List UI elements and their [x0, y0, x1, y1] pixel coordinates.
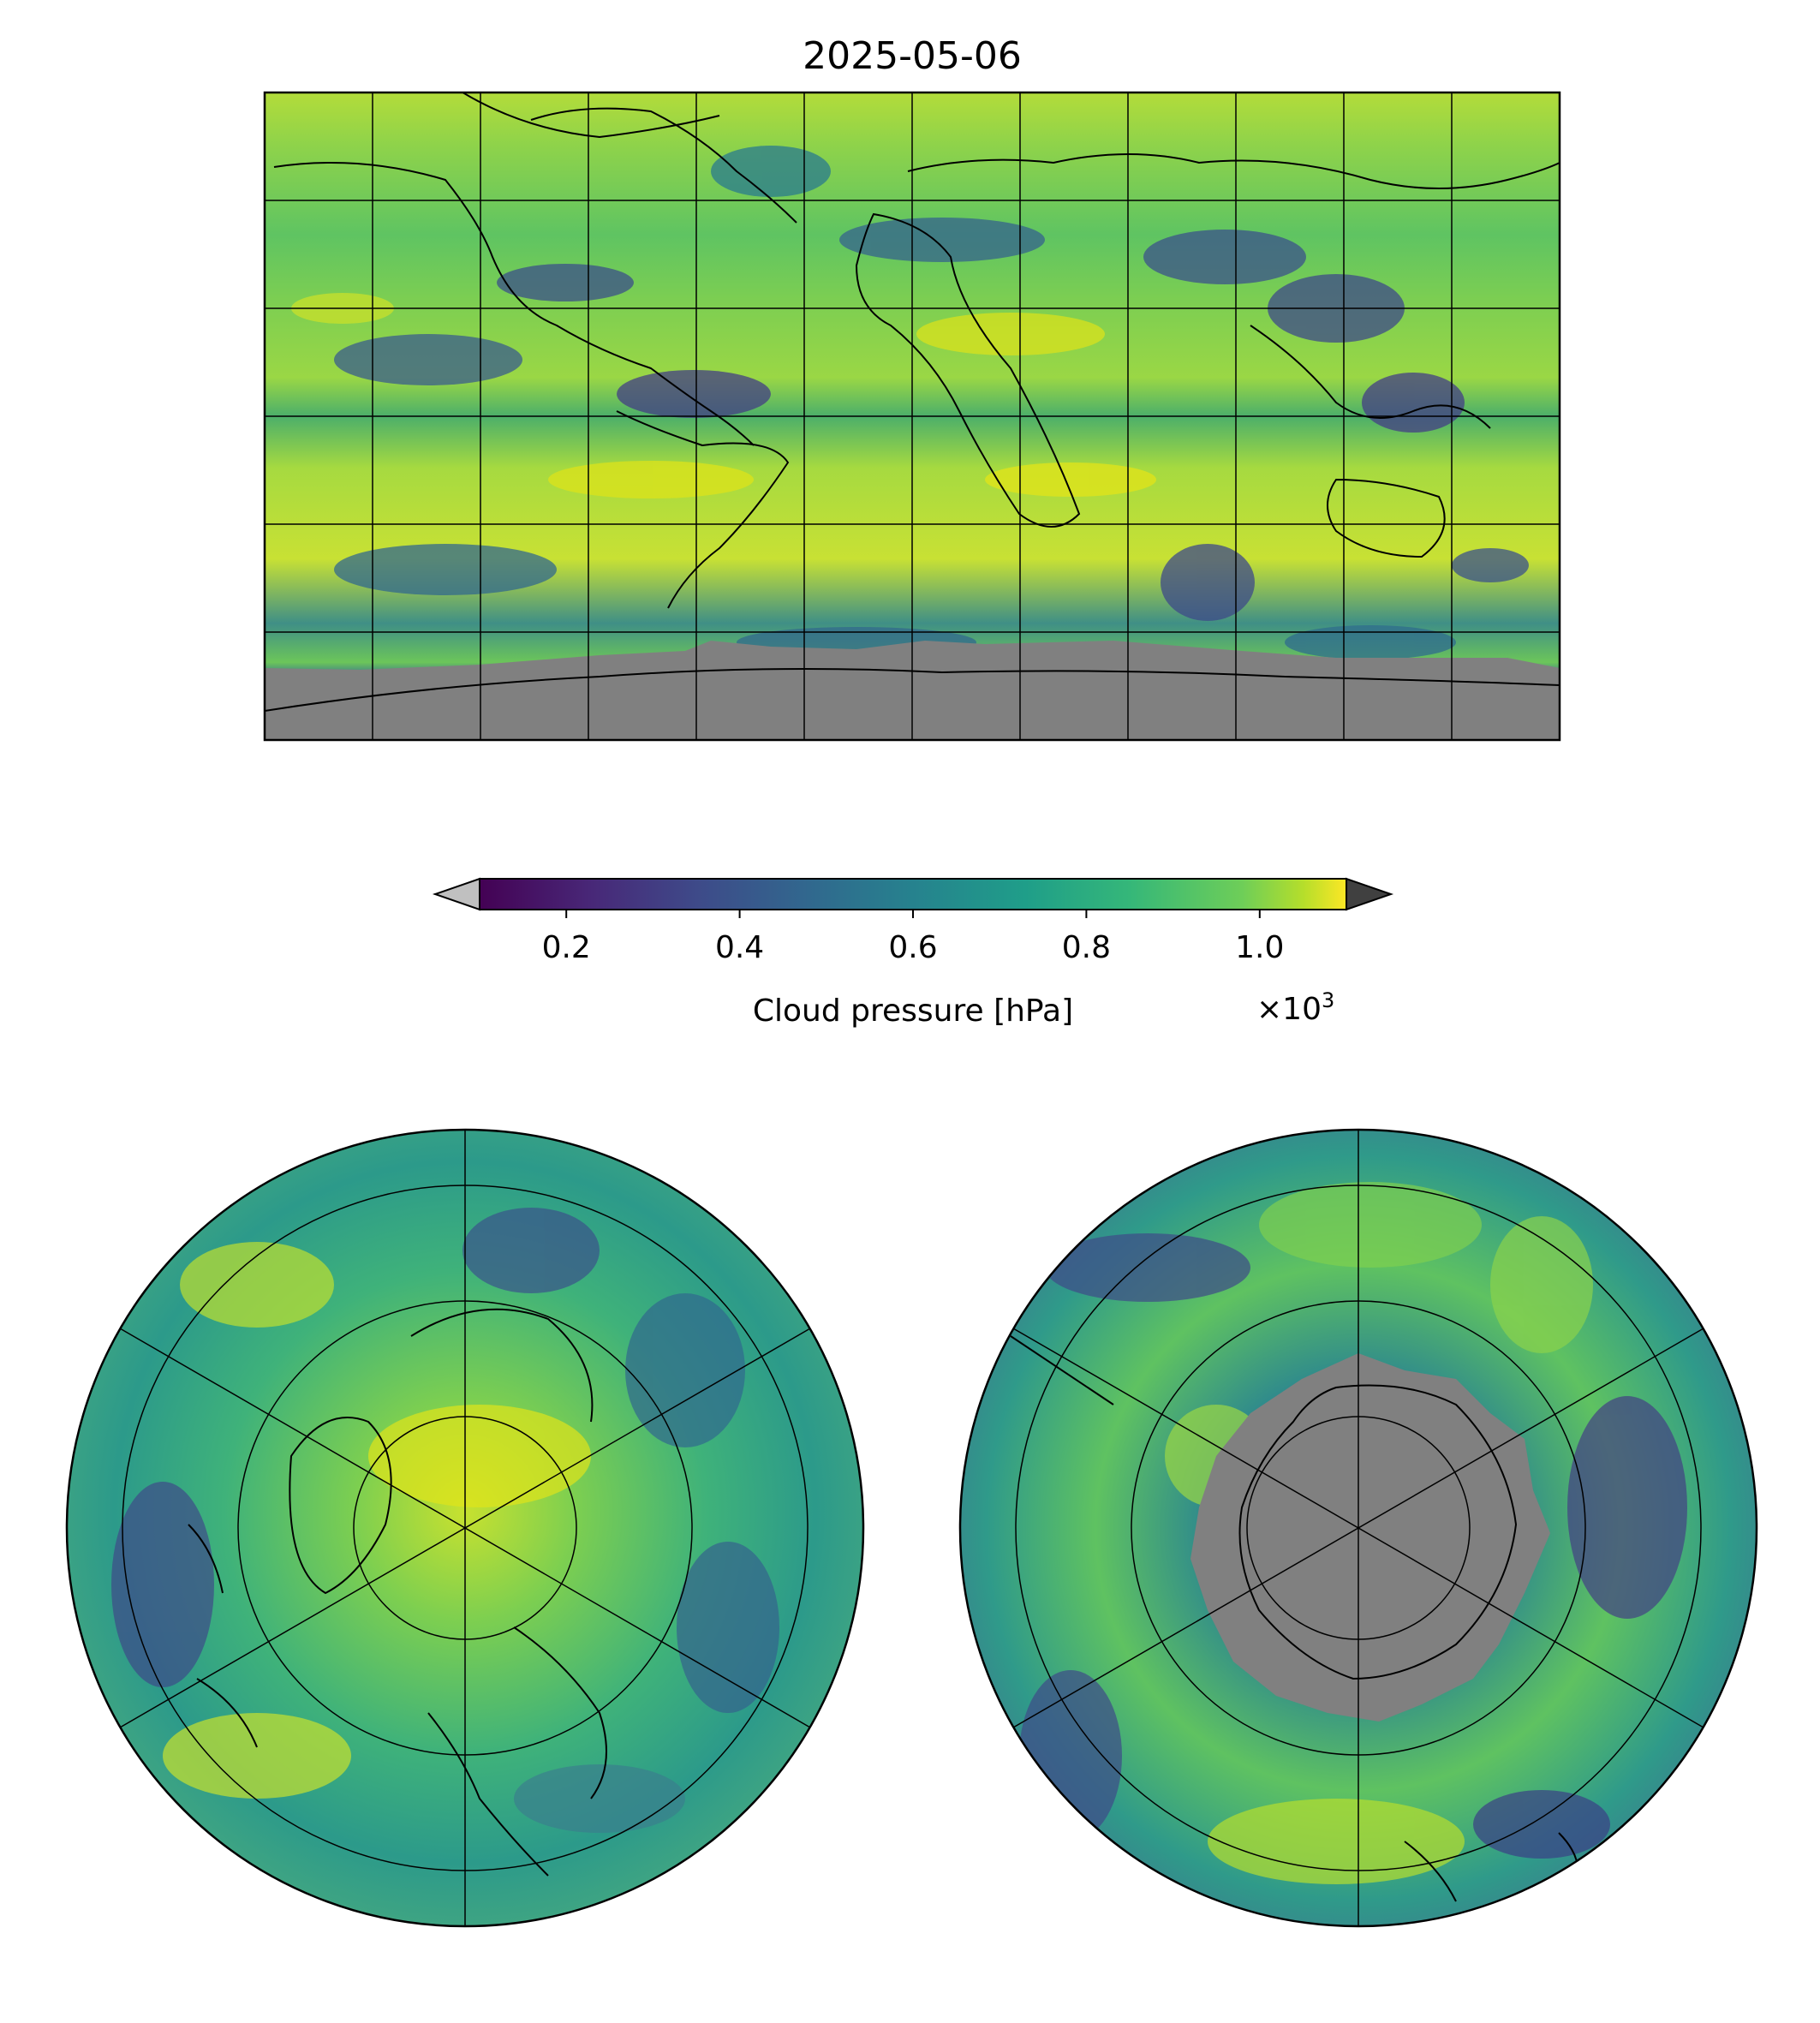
colorbar-over-extension: [1346, 877, 1394, 911]
figure-title: 2025-05-06: [803, 34, 1022, 78]
colorbar-tick-label: 0.8: [1062, 930, 1111, 965]
north-polar-graticule: [119, 1130, 811, 1926]
global-cloud-texture: [291, 146, 1529, 659]
north-polar-map-panel: [65, 1128, 865, 1928]
global-gridlines: [265, 92, 1560, 740]
south-polar-graticule: [1012, 1130, 1704, 1926]
colorbar-gradient: [480, 879, 1346, 910]
colorbar: 0.2 0.4 0.6 0.8 1.0 Cloud pressure [hPa] ×10…: [432, 877, 1394, 1029]
colorbar-under-extension: [432, 877, 480, 911]
colorbar-scale-base: ×10: [1256, 992, 1322, 1027]
global-coastlines: [265, 92, 1560, 712]
colorbar-tick-label: 0.2: [542, 930, 591, 965]
global-map-panel: [263, 91, 1561, 742]
north-polar-coastlines: [188, 1308, 607, 1877]
colorbar-ticks: 0.2 0.4 0.6 0.8 1.0: [542, 910, 1284, 965]
north-polar-cloud-texture: [111, 1208, 779, 1833]
colorbar-tick-label: 0.6: [888, 930, 937, 965]
south-polar-no-data-region: [1190, 1353, 1550, 1722]
north-polar-frame: [65, 1128, 865, 1928]
colorbar-scale-exponent: 3: [1322, 988, 1334, 1012]
colorbar-tick-label: 0.4: [715, 930, 764, 965]
south-polar-coastlines: [1010, 1335, 1579, 1902]
south-polar-map-panel: [958, 1128, 1758, 1928]
south-polar-frame: [958, 1128, 1758, 1928]
colorbar-label: Cloud pressure [hPa]: [753, 994, 1073, 1029]
south-polar-cloud-texture: [1019, 1182, 1687, 1884]
global-map-frame: [263, 91, 1561, 742]
colorbar-tick-label: 1.0: [1235, 930, 1284, 965]
colorbar-scale-multiplier: ×103: [1256, 988, 1334, 1027]
